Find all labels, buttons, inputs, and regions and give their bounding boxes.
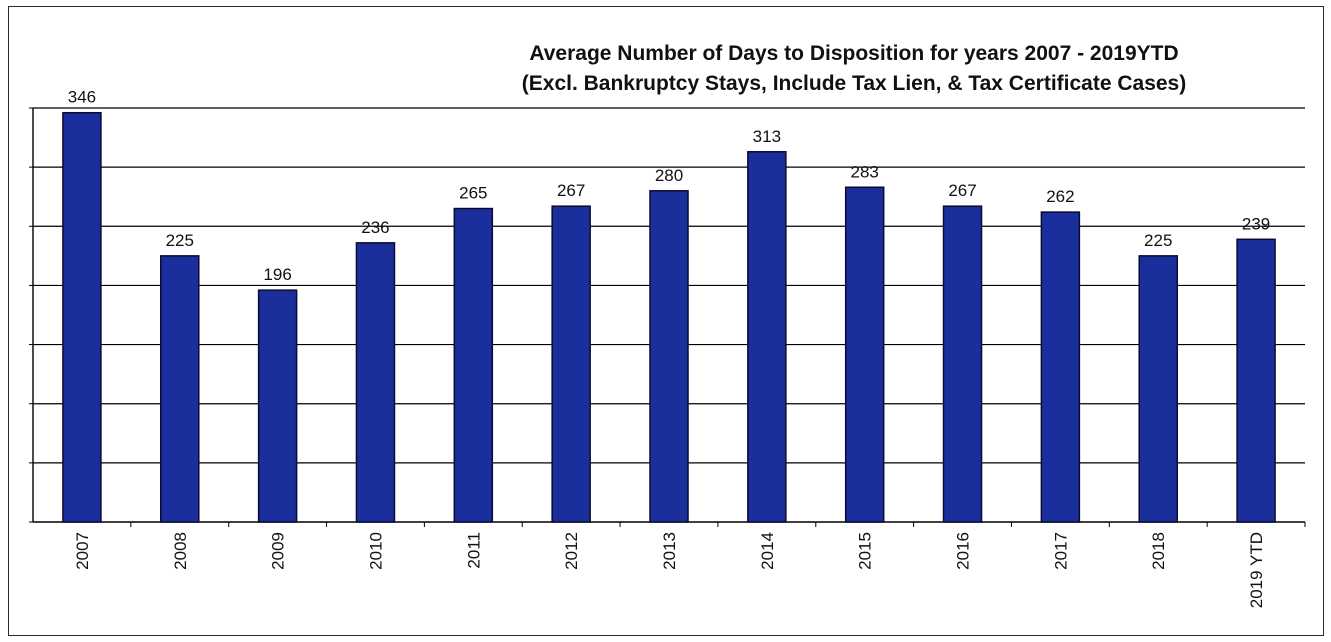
chart-subtitle: (Excl. Bankruptcy Stays, Include Tax Lie… (521, 72, 1187, 95)
x-tick-label: 2009 (269, 532, 288, 570)
chart-title: Average Number of Days to Disposition fo… (529, 42, 1179, 65)
bar-2015 (844, 186, 885, 523)
bar-2008 (160, 255, 200, 523)
data-label: 236 (361, 218, 389, 237)
bar-2007 (62, 111, 102, 523)
bar-2017 (1040, 211, 1081, 523)
data-label: 225 (1144, 231, 1172, 250)
data-label: 196 (263, 265, 291, 284)
bars (62, 111, 1276, 523)
bar-2019-ytd (1236, 238, 1276, 523)
data-label: 267 (557, 181, 585, 200)
bar-2012 (551, 205, 591, 523)
x-tick-label: 2018 (1149, 532, 1168, 570)
data-label: 239 (1242, 214, 1270, 233)
x-tick-label: 2016 (954, 532, 973, 570)
bar-2016 (942, 205, 983, 523)
bar-2018 (1138, 255, 1178, 523)
data-label: 313 (753, 127, 781, 146)
x-tick-label: 2015 (856, 532, 875, 570)
bar-2014 (747, 151, 787, 523)
data-labels: 346 225 196 236 265 267 280 313 283 267 262 225 239 (68, 88, 1271, 284)
data-label: 346 (68, 88, 96, 107)
x-tick-label: 2014 (758, 532, 777, 570)
x-tick-label: 2013 (660, 532, 679, 570)
x-tick-labels: 2007 2008 2009 2010 2011 2012 2013 2014 2015 2016… (73, 522, 1306, 608)
data-label: 280 (655, 166, 683, 185)
data-label: 262 (1046, 187, 1074, 206)
bar-2009 (257, 289, 298, 523)
data-label: 283 (851, 162, 879, 181)
bar-2013 (649, 190, 689, 523)
bar-2011 (453, 207, 494, 523)
chart-title-block: Average Number of Days to Disposition fo… (369, 39, 1331, 99)
x-tick-label: 2007 (73, 532, 92, 570)
x-tick-label: 2017 (1051, 532, 1070, 570)
data-label: 225 (166, 231, 194, 250)
data-label: 267 (948, 181, 976, 200)
data-label: 265 (459, 184, 487, 203)
x-tick-label: 2011 (464, 532, 483, 569)
bar-2010 (355, 242, 396, 523)
x-tick-label: 2019 YTD (1247, 532, 1266, 608)
x-tick-label: 2012 (562, 532, 581, 570)
x-tick-label: 2008 (171, 532, 190, 570)
x-tick-label: 2010 (366, 532, 385, 570)
